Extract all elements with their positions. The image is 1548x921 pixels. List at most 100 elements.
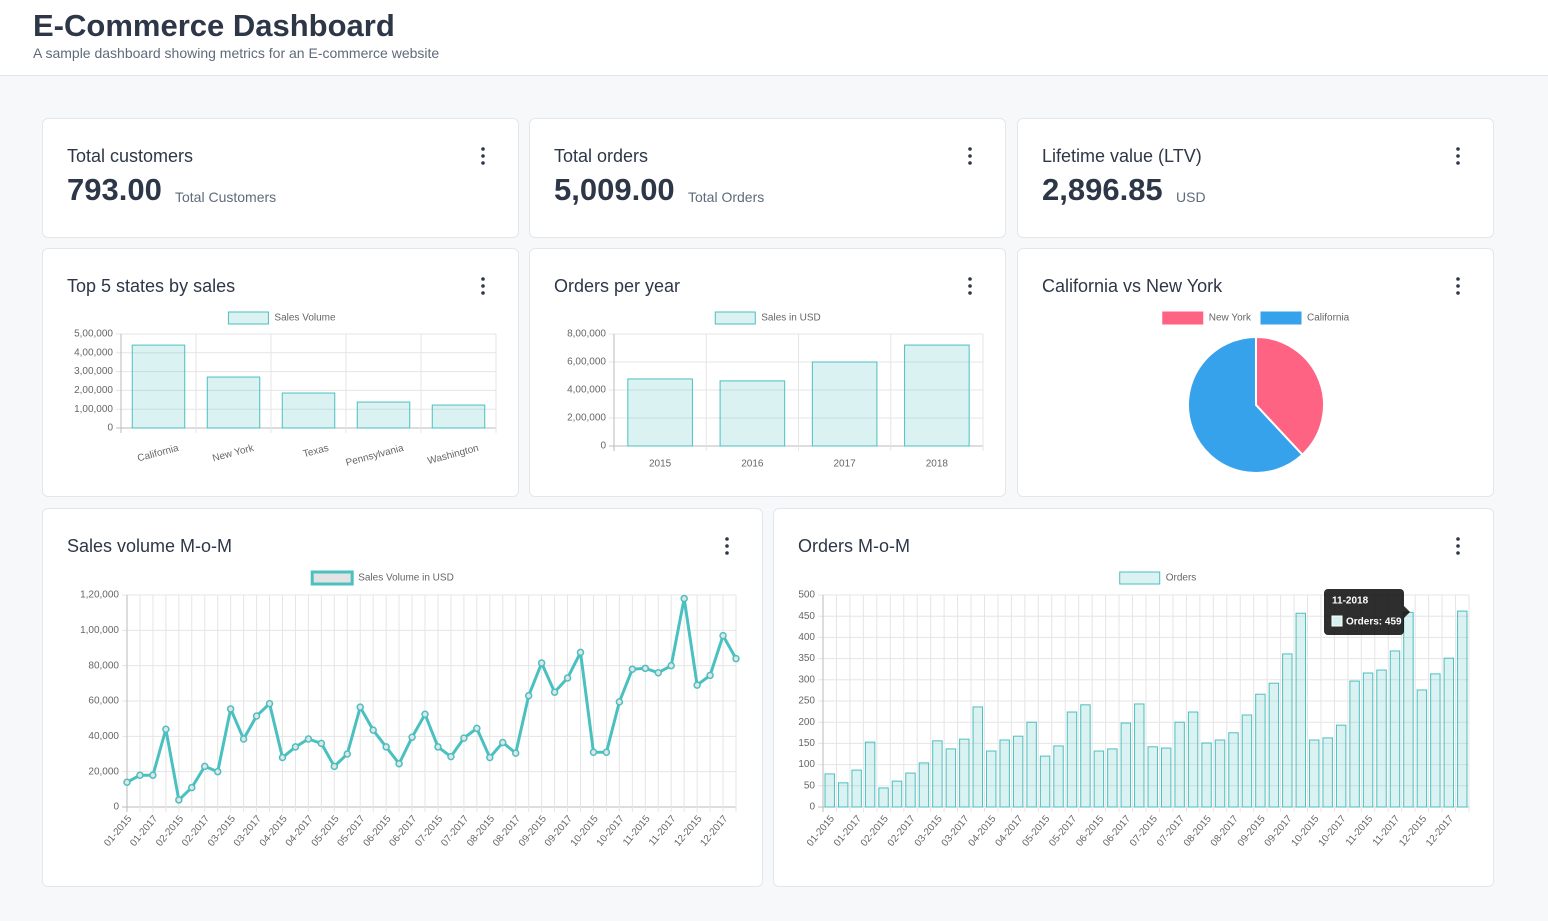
bar [1228,732,1239,808]
bar [1376,669,1387,808]
bar [1080,704,1091,808]
y-tick-label: 0 [600,441,606,452]
point [265,699,274,708]
card: Sales Volume 0 1,00,000 2,00,000 3,00,000 4,0… [42,248,519,497]
bar [1241,714,1253,808]
menu-dot [1456,291,1460,295]
menu-icon[interactable] [1456,537,1460,555]
page-title: E-Commerce Dashboard [33,8,395,43]
tooltip-title: 11-2018 [1332,596,1369,607]
bar [1012,735,1024,808]
menu-dot [968,277,972,281]
menu-dot [725,551,729,555]
bar [281,392,336,429]
point [200,762,209,771]
chart-title: Orders M-o-M [798,536,910,556]
y-tick-label: 350 [798,653,815,664]
point [641,664,650,673]
x-tick-label: 09-2015 [1236,813,1268,849]
kpi-value: 2,896.85 [1042,172,1163,207]
menu-dot [481,147,485,151]
legend-swatch [1260,311,1302,325]
chart-title: Orders per year [554,276,681,296]
bar [1174,721,1185,808]
y-tick-label: 60,000 [88,696,119,707]
x-tick-label: 01-2017 [832,813,864,849]
point [628,665,637,673]
point [460,734,468,742]
card-canvas [1456,147,1460,165]
point [317,739,326,748]
bar [864,741,876,808]
point [719,631,727,640]
menu-icon[interactable] [1456,147,1460,165]
menu-icon[interactable] [725,537,729,555]
menu-dot [1456,544,1460,548]
bar [999,739,1010,808]
tooltip-label: Orders: 459 [1346,617,1402,628]
x-tick-label: 08-2017 [1209,813,1241,849]
point [667,661,675,670]
x-tick-label: 10-2017 [1316,813,1348,849]
card: Sales Volume in USD 0 20,000 40,000 60,000 80… [42,508,763,887]
legend-swatch [714,311,756,325]
menu-icon[interactable] [968,277,972,295]
bar [1282,653,1293,808]
kpi-title: Total orders [554,146,649,166]
point [291,743,300,751]
card: Orders 0 50 100 150 200 250 300 350 400 450 500 01-2… [773,508,1494,887]
x-tick-label: 02-2017 [886,813,918,849]
bar [904,344,970,447]
bar [1309,739,1320,808]
y-tick-label: 1,00,000 [80,625,119,636]
card-canvas: Sales Volume in USD 0 20,000 40,000 60,000 80… [80,537,740,849]
y-tick-label: 1,20,000 [80,590,119,601]
card: Total orders 5,009.00 Total Orders [529,118,1006,238]
bar [627,378,693,447]
x-tick-label: 12-2017 [1424,813,1456,849]
y-tick-label: 3,00,000 [74,366,113,377]
legend-swatch [310,570,354,586]
bar [356,401,411,429]
kpi-unit: Total Orders [688,189,765,205]
bar [1187,711,1199,808]
point [239,735,248,743]
point [136,771,144,779]
bar [1214,739,1226,808]
y-tick-label: 8,00,000 [567,329,606,340]
kpi-value: 793.00 [67,172,162,207]
point [486,753,494,762]
bar [905,772,916,808]
menu-dot [1456,277,1460,281]
menu-icon[interactable] [481,277,485,295]
point [369,726,377,734]
point [356,703,364,711]
tooltip-caret [1404,606,1410,618]
point [343,750,352,758]
menu-dot [968,291,972,295]
bar [837,782,849,808]
y-tick-label: 6,00,000 [567,357,606,368]
bar [1201,742,1212,808]
bar [1443,657,1455,808]
x-tick-label: Pennsylvania [345,443,406,469]
point [615,698,624,706]
point [589,748,598,756]
point [162,725,170,734]
point [408,733,416,741]
bar [131,344,186,429]
page-subtitle: A sample dashboard showing metrics for a… [33,45,440,61]
kpi-value: 5,009.00 [554,172,675,207]
bar [1160,747,1172,808]
menu-icon[interactable] [481,147,485,165]
bar [1066,711,1078,808]
menu-icon[interactable] [968,147,972,165]
chart-title: California vs New York [1042,276,1223,296]
pie-slice [1255,335,1325,457]
bar [1268,682,1280,808]
legend-label: Sales Volume in USD [358,573,454,584]
y-tick-label: 200 [798,717,815,728]
legend-label: New York [1209,313,1252,324]
menu-icon[interactable] [1456,277,1460,295]
point [576,648,585,657]
